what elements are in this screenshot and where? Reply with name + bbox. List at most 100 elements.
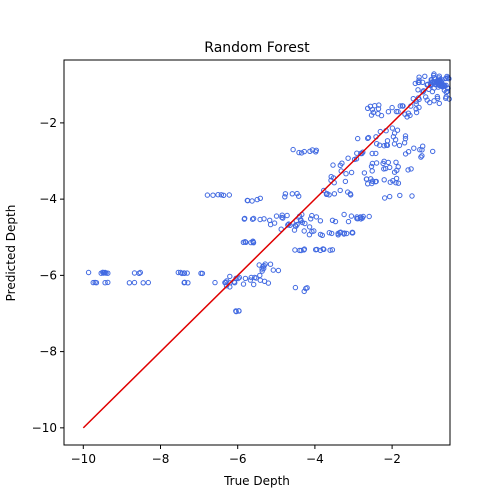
data-point <box>175 269 182 276</box>
x-axis-ticks: −10 −8 −6 −4 −2 <box>71 445 401 466</box>
data-point <box>327 247 333 253</box>
data-point <box>410 96 416 102</box>
data-point <box>416 77 422 83</box>
data-point <box>270 267 276 273</box>
data-point <box>335 230 341 237</box>
data-point <box>261 263 267 269</box>
data-point <box>309 228 315 235</box>
data-point <box>291 227 298 233</box>
scatter-points <box>85 71 452 315</box>
data-point <box>397 103 403 109</box>
data-point <box>384 138 391 144</box>
data-point <box>393 180 399 186</box>
data-point <box>136 270 142 276</box>
data-point <box>418 154 424 160</box>
data-point <box>301 288 307 295</box>
data-point <box>416 74 422 80</box>
data-point <box>417 147 423 153</box>
data-point <box>145 279 152 286</box>
data-point <box>309 212 315 219</box>
data-point <box>413 101 419 107</box>
data-point <box>212 279 218 286</box>
data-point <box>313 214 320 220</box>
data-point <box>184 270 190 276</box>
data-point <box>329 217 336 224</box>
data-point <box>382 195 388 201</box>
data-point <box>179 270 185 277</box>
data-point <box>391 169 398 175</box>
data-point <box>387 193 393 200</box>
data-point <box>402 151 409 157</box>
x-axis-label: True Depth <box>223 474 290 488</box>
data-point <box>373 178 379 185</box>
data-point <box>345 189 351 195</box>
data-point <box>401 140 408 146</box>
data-point <box>436 100 442 107</box>
data-point <box>368 163 375 170</box>
data-point <box>301 148 307 155</box>
data-point <box>233 308 239 314</box>
data-point <box>90 279 96 286</box>
data-point <box>275 267 282 274</box>
y-tick-label: −2 <box>39 116 57 130</box>
data-point <box>375 106 382 112</box>
data-point <box>385 159 391 166</box>
data-point <box>341 231 347 237</box>
data-point <box>323 191 330 198</box>
data-point <box>329 230 335 237</box>
data-point <box>416 104 422 111</box>
reference-line <box>82 84 432 429</box>
chart-title: Random Forest <box>204 40 310 56</box>
data-point <box>279 212 285 218</box>
data-point <box>285 222 291 228</box>
data-point <box>321 246 327 253</box>
data-point <box>341 211 347 218</box>
data-point <box>181 270 187 276</box>
x-tick-label: −4 <box>306 452 324 466</box>
data-point <box>420 143 426 149</box>
data-point <box>373 150 379 157</box>
data-point <box>251 281 257 288</box>
data-point <box>332 218 339 225</box>
data-point <box>267 221 274 228</box>
data-point <box>342 178 349 185</box>
data-point <box>227 284 233 290</box>
data-point <box>242 275 249 282</box>
data-point <box>441 82 447 89</box>
data-point <box>415 87 421 93</box>
data-point <box>411 145 417 151</box>
data-point <box>257 216 263 223</box>
data-point <box>314 246 320 253</box>
data-point <box>279 214 285 221</box>
data-point <box>257 272 263 279</box>
data-point <box>395 108 401 115</box>
data-point <box>405 167 411 173</box>
data-point <box>369 150 375 157</box>
data-point <box>240 239 247 246</box>
data-point <box>413 109 420 116</box>
data-point <box>282 191 289 197</box>
data-point <box>369 178 376 184</box>
data-point <box>226 192 233 198</box>
data-point <box>254 196 260 203</box>
plot-area <box>63 59 451 446</box>
data-point <box>204 192 211 198</box>
data-point <box>345 155 351 161</box>
data-point <box>298 247 304 254</box>
data-point <box>324 191 330 197</box>
data-point <box>181 279 188 285</box>
x-tick-label: −6 <box>229 452 247 466</box>
y-axis-ticks: −10 −8 −6 −4 −2 <box>32 116 64 435</box>
data-point <box>393 159 399 166</box>
data-point <box>98 270 104 276</box>
data-point <box>306 224 313 230</box>
data-point <box>419 153 425 159</box>
data-point <box>381 166 387 172</box>
data-point <box>304 285 310 291</box>
data-point <box>400 103 406 109</box>
data-point <box>405 110 412 116</box>
data-point <box>365 134 372 141</box>
data-point <box>282 194 288 200</box>
data-point <box>384 142 391 149</box>
data-point <box>265 280 272 286</box>
